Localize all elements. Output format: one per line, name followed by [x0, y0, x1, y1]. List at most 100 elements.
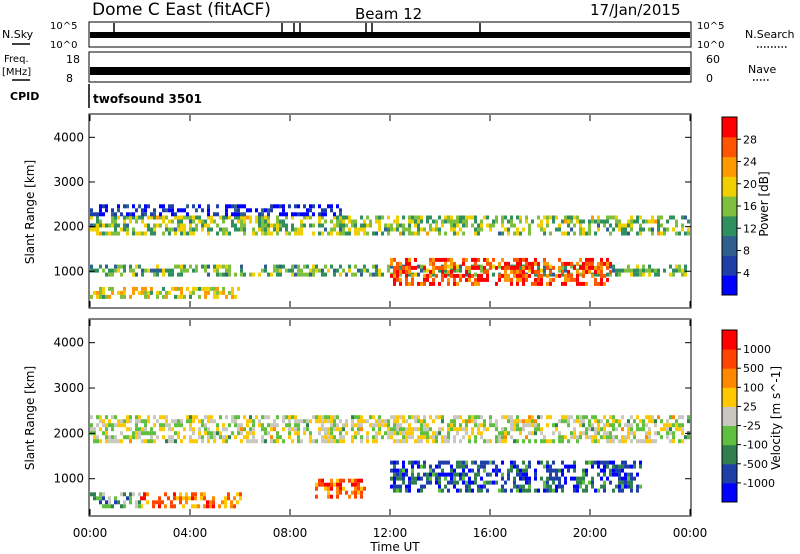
velocity-cell-b0: [573, 435, 576, 440]
power-cell-b0: [192, 215, 195, 220]
velocity-cell-b0: [189, 435, 192, 440]
power-cell-b1: [135, 272, 138, 277]
power-cell-b0: [594, 219, 597, 224]
power-cell-b0: [390, 223, 393, 228]
velocity-cell-b0: [681, 415, 684, 420]
power-cell-b0: [627, 219, 630, 224]
velocity-cell-b1: [393, 472, 396, 477]
velocity-cell-b1: [411, 468, 414, 473]
velocity-cell-b0: [234, 415, 237, 420]
velocity-cell-b0: [129, 415, 132, 420]
velocity-cell-b0: [381, 435, 384, 440]
velocity-cell-b0: [309, 431, 312, 436]
velocity-cell-b0: [471, 431, 474, 436]
power-cell-b0: [348, 227, 351, 232]
power-cell-b2: [405, 257, 408, 262]
velocity-cell-b0: [162, 423, 165, 428]
velocity-cell-b0: [438, 427, 441, 432]
power-cell-b1: [324, 264, 327, 269]
velocity-cell-b0: [582, 431, 585, 436]
power-cell-b2: [528, 261, 531, 266]
velocity-cell-b1: [600, 468, 603, 473]
power-cell-b0: [192, 231, 195, 236]
velocity-cell-b0: [138, 427, 141, 432]
velocity-cell-b0: [189, 415, 192, 420]
power-cell-b0: [363, 231, 366, 236]
velocity-cell-b1: [426, 476, 429, 481]
power-cell-b1: [447, 264, 450, 269]
velocity-cell-b0: [156, 419, 159, 424]
power-cell-b0: [666, 227, 669, 232]
power-cell-b0: [528, 227, 531, 232]
velocity-cell-b0: [582, 423, 585, 428]
velocity-cell-b0: [390, 431, 393, 436]
velocity-cell-b0: [336, 415, 339, 420]
velocity-cell-b0: [426, 439, 429, 444]
power-cell-b1: [426, 268, 429, 273]
velocity-cell-b0: [387, 427, 390, 432]
power-cell-b4: [126, 212, 129, 217]
power-cell-b0: [333, 227, 336, 232]
velocity-cell-b1: [474, 472, 477, 477]
power-cell-b0: [408, 219, 411, 224]
velocity-cell-b1: [567, 468, 570, 473]
power-cell-b0: [264, 223, 267, 228]
velocity-cell-b4: [318, 478, 321, 483]
power-cell-b2: [468, 265, 471, 270]
power-cell-b0: [342, 215, 345, 220]
velocity-cell-b4: [324, 486, 327, 491]
velocity-cell-b0: [552, 423, 555, 428]
velocity-cell-b1: [618, 484, 621, 489]
power-cell-b1: [642, 264, 645, 269]
velocity-cell-b0: [168, 423, 171, 428]
power-cell-b2: [471, 257, 474, 262]
power-cell-b2: [522, 265, 525, 270]
power-cell-b0: [438, 215, 441, 220]
power-cell-b4: [246, 208, 249, 213]
power-cell-b2: [534, 281, 537, 286]
power-cell-b2: [465, 265, 468, 270]
velocity-cell-b1: [501, 460, 504, 465]
power-cell-b4: [330, 208, 333, 213]
power-cell-b1: [636, 272, 639, 277]
time-tick-label-3: 12:00: [373, 526, 408, 540]
power-cell-b2: [522, 257, 525, 262]
velocity-cell-b0: [330, 427, 333, 432]
velocity-cell-b0: [108, 419, 111, 424]
velocity-cell-b2: [203, 504, 206, 509]
velocity-cell-b1: [441, 488, 444, 493]
velocity-cell-b4: [315, 482, 318, 487]
velocity-cell-b1: [546, 460, 549, 465]
velocity-cell-b0: [282, 427, 285, 432]
power-cell-b0: [474, 231, 477, 236]
power-cell-b1: [654, 272, 657, 277]
velocity-cell-b0: [453, 415, 456, 420]
power-cell-b0: [480, 219, 483, 224]
power-cell-b4: [303, 212, 306, 217]
velocity-cell-b0: [105, 427, 108, 432]
power-cell-b4: [216, 212, 219, 217]
power-cell-b0: [369, 223, 372, 228]
velocity-cell-b0: [624, 435, 627, 440]
velocity-cell-b0: [126, 419, 129, 424]
velocity-cell-b0: [507, 419, 510, 424]
velocity-cell-b0: [429, 435, 432, 440]
power-cell-b2: [393, 265, 396, 270]
power-cell-b1: [117, 268, 120, 273]
power-cell-b0: [90, 223, 93, 228]
velocity-cell-b0: [435, 431, 438, 436]
power-cell-b2: [423, 277, 426, 282]
power-cell-b0: [105, 231, 108, 236]
velocity-cell-b1: [429, 464, 432, 469]
power-cell-b0: [402, 215, 405, 220]
velocity-cell-b0: [228, 435, 231, 440]
velocity-cell-b1: [447, 460, 450, 465]
power-cell-b4: [105, 204, 108, 209]
power-cell-b1: [303, 272, 306, 277]
velocity-cell-b0: [474, 439, 477, 444]
freq-tick-bottom: 8: [66, 72, 73, 85]
power-cell-b0: [207, 231, 210, 236]
power-cell-b1: [180, 272, 183, 277]
power-cell-b1: [123, 268, 126, 273]
power-cell-b0: [237, 227, 240, 232]
